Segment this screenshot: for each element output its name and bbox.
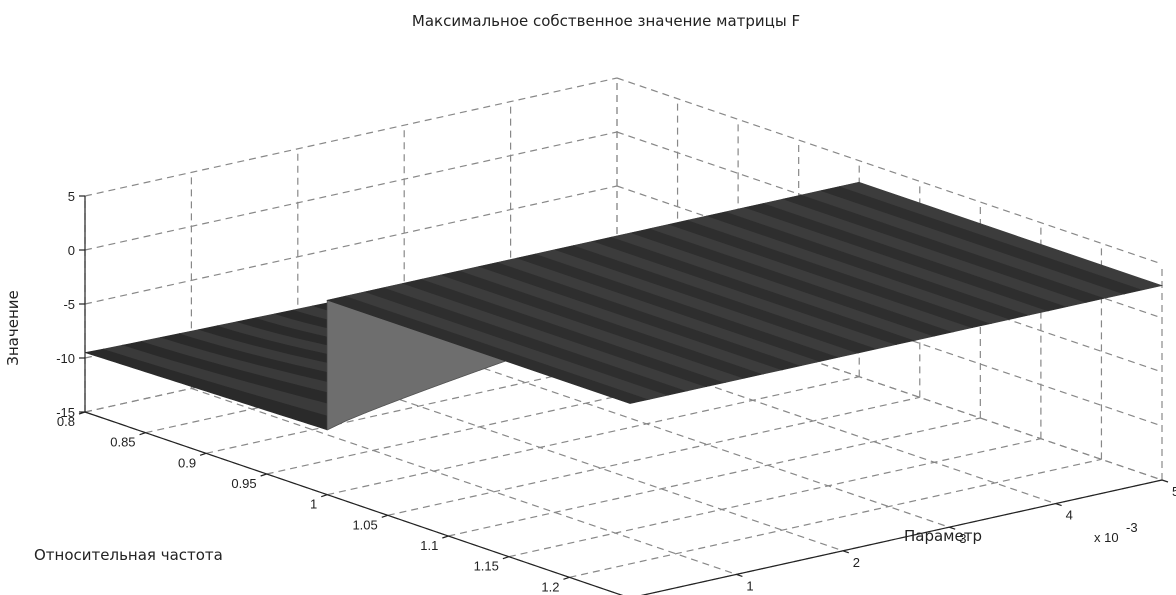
z-tick-label: 5 [68,189,75,204]
y-tick-mark [842,550,849,554]
z-tick-label: -15 [56,405,75,420]
y-axis-multiplier-exponent: -3 [1126,520,1138,535]
floor-grid-line [387,396,920,516]
floor-grid-line [191,387,737,575]
y-tick-label: 4 [1066,508,1073,523]
y-axis-label: Параметр [904,527,982,545]
floor-grid-line [205,334,739,454]
y-tick-mark [949,526,956,530]
tick-labels: 0.80.850.90.9511.051.11.151.21.25012345-… [56,189,1176,594]
floor-grid-line [266,355,799,475]
y-tick-mark [1161,479,1169,483]
wall-grid-line [84,185,618,305]
axes [78,195,1169,595]
chart-title: Максимальное собственное значение матриц… [412,12,800,30]
x-tick-mark [260,473,267,477]
x-tick-label: 1 [310,497,317,512]
z-tick-label: 0 [68,243,75,258]
z-axis-label: Значение [4,290,22,366]
floor-grid-line [145,314,678,434]
x-tick-mark [442,535,449,539]
x-axis-line [84,411,624,595]
y-tick-mark [1055,503,1062,507]
floor-grid-line [327,376,860,496]
x-tick-label: 0.8 [57,414,75,429]
y-tick-mark [736,573,743,577]
x-tick-label: 0.9 [178,455,196,470]
wall-grid-line [84,131,618,251]
floor-grid-line [569,458,1102,578]
x-axis-label: Относительная частота [34,546,223,564]
y-tick-label: 1 [746,578,753,593]
surface-strip-high [839,181,1164,291]
y-tick-label: 5 [1172,484,1176,499]
x-tick-label: 0.85 [110,435,135,450]
surface-plot [84,181,1164,431]
y-axis-multiplier: x 10 [1094,530,1119,545]
wall-grid-line [84,77,618,197]
x-tick-label: 1.15 [474,559,499,574]
x-tick-mark [381,514,388,518]
x-tick-mark [199,452,207,456]
x-tick-mark [502,556,510,560]
y-tick-label: 3 [959,531,966,546]
x-tick-mark [563,576,570,580]
y-axis-line [640,479,1163,595]
x-tick-label: 1.2 [541,579,559,594]
x-tick-mark [139,432,146,436]
z-tick-label: -5 [63,297,75,312]
x-tick-label: 1.1 [420,538,438,553]
floor-grid-line [448,417,981,537]
floor-grid-line [508,438,1042,558]
z-tick-label: -10 [56,351,75,366]
x-tick-label: 0.95 [231,476,256,491]
x-tick-label: 1.05 [352,517,377,532]
wall-grid-line [84,293,618,413]
y-tick-label: 2 [853,555,860,570]
x-tick-mark [321,494,328,498]
